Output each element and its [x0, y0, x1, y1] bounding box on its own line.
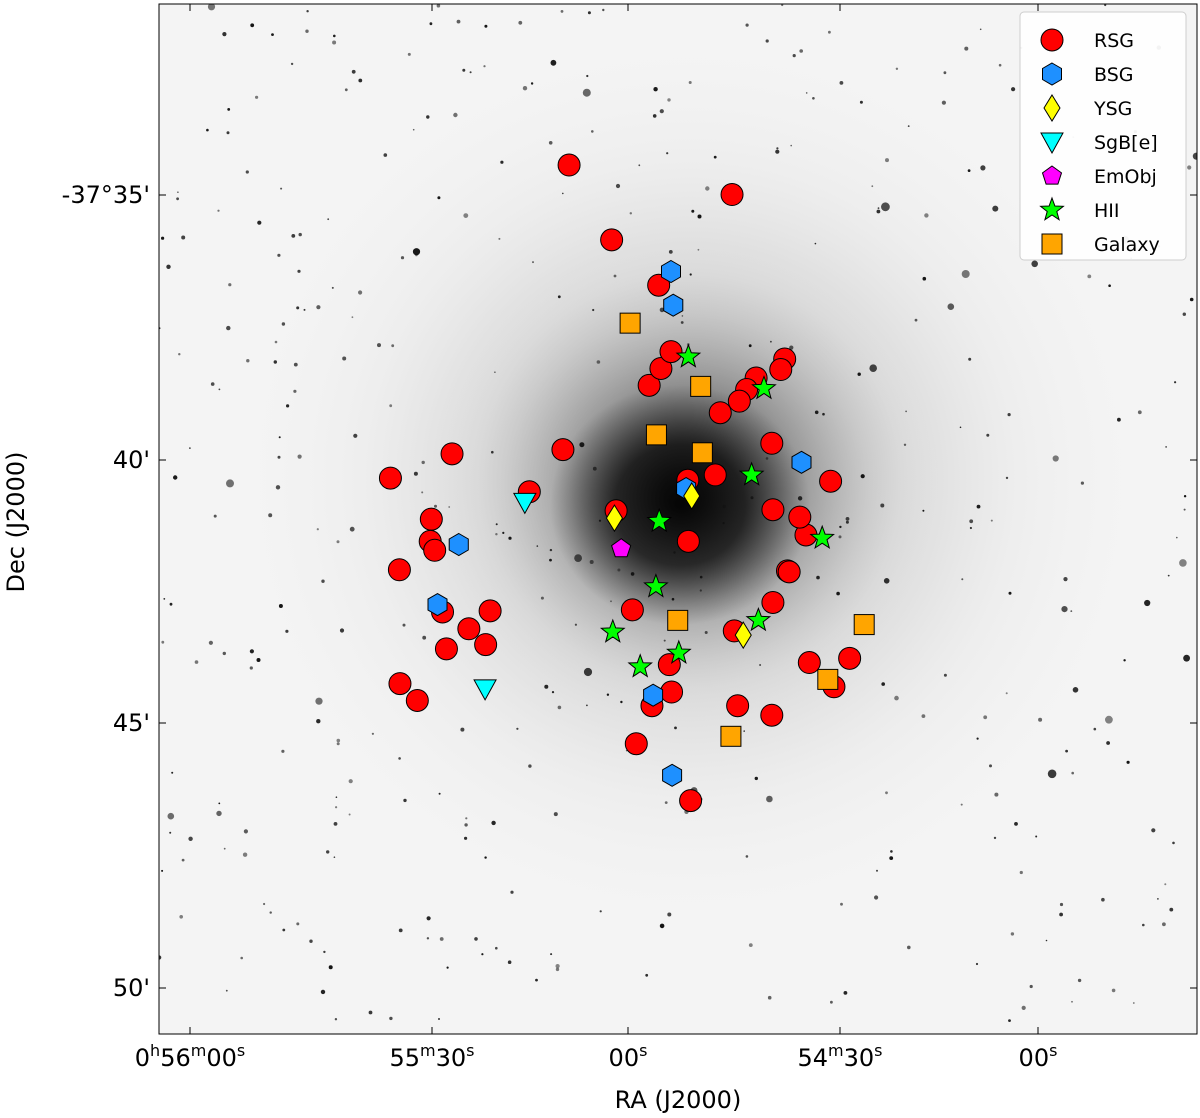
y-tick-label: 40' — [113, 446, 150, 474]
marker-rsg — [659, 340, 683, 364]
marker-galaxy — [645, 424, 667, 446]
marker-rsg — [419, 507, 443, 531]
x-tick-label: 00s — [1019, 1041, 1058, 1072]
legend-marker-emobj — [1041, 165, 1063, 185]
marker-hii — [646, 507, 673, 533]
marker-bsg — [643, 683, 664, 707]
marker-galaxy — [690, 375, 712, 397]
marker-rsg — [440, 442, 464, 466]
marker-rsg — [637, 373, 661, 397]
marker-rsg — [761, 590, 785, 614]
marker-rsg — [620, 598, 644, 622]
y-tick-label: 45' — [113, 709, 150, 737]
legend-label: EmObj — [1094, 166, 1157, 188]
y-tick-label: 50' — [113, 974, 150, 1002]
marker-galaxy — [667, 609, 689, 631]
marker-rsg — [387, 558, 411, 582]
marker-rsg — [405, 688, 429, 712]
marker-hii — [675, 343, 702, 368]
marker-galaxy — [691, 442, 713, 464]
marker-hii — [809, 524, 835, 550]
marker-rsg — [676, 529, 700, 553]
marker-rsg — [478, 599, 502, 623]
legend-label: Galaxy — [1094, 234, 1160, 256]
marker-rsg — [708, 401, 732, 425]
marker-bsg — [662, 763, 683, 787]
marker-bsg — [448, 532, 469, 557]
x-axis-label: RA (J2000) — [615, 1086, 742, 1114]
marker-ysg — [734, 621, 752, 650]
legend-label: RSG — [1094, 30, 1134, 52]
legend-label: YSG — [1093, 98, 1132, 120]
x-tick-label: 00s — [609, 1041, 648, 1072]
marker-rsg — [797, 651, 821, 675]
x-tick-label: 54m30s — [797, 1041, 882, 1072]
legend-marker-rsg — [1040, 28, 1064, 52]
marker-rsg — [788, 505, 812, 529]
legend: RSG BSG YSG SgB[e] EmObj HII Galaxy — [1019, 11, 1187, 261]
legend-marker-bsg — [1042, 62, 1062, 86]
marker-hii — [738, 461, 765, 486]
axis-ticks: 0h56m00s 55m30s 00s 54m30s 00s -37°35' 40' 45' 5… — [62, 4, 1197, 1072]
y-axis-label: Dec (J2000) — [2, 452, 30, 593]
marker-hii — [643, 573, 669, 598]
marker-rsg — [660, 680, 684, 704]
marker-rsg — [769, 358, 793, 382]
x-tick-label: 0h56m00s — [135, 1041, 245, 1072]
marker-rsg — [761, 498, 785, 522]
legend-label: HII — [1094, 200, 1120, 222]
legend-marker-sgb-e — [1040, 132, 1064, 155]
marker-rsg — [624, 732, 648, 756]
marker-rsg — [388, 672, 412, 696]
marker-galaxy — [720, 725, 742, 747]
legend-marker-ysg — [1043, 94, 1061, 122]
legend-label: BSG — [1094, 64, 1133, 86]
x-tick-label: 55m30s — [389, 1041, 474, 1072]
marker-hii — [745, 606, 772, 632]
marker-rsg — [649, 356, 673, 380]
marker-rsg — [703, 463, 727, 487]
marker-rsg — [474, 633, 498, 657]
marker-rsg — [727, 389, 751, 413]
marker-bsg — [791, 450, 812, 474]
marker-rsg — [777, 560, 801, 584]
marker-hii — [666, 639, 692, 664]
marker-bsg — [661, 259, 681, 284]
marker-hii — [751, 375, 777, 400]
marker-rsg — [434, 637, 458, 661]
marker-ysg — [683, 482, 701, 510]
marker-rsg — [720, 183, 744, 207]
marker-rsg — [679, 789, 703, 813]
marker-rsg — [760, 431, 784, 455]
marker-rsg — [760, 703, 784, 727]
marker-ysg — [605, 504, 624, 533]
marker-galaxy — [817, 668, 839, 690]
marker-rsg — [557, 153, 581, 177]
marker-hii — [627, 653, 653, 678]
marker-rsg — [600, 228, 624, 252]
legend-marker-galaxy — [1041, 233, 1063, 255]
marker-rsg — [726, 694, 750, 718]
marker-rsg — [647, 273, 671, 297]
marker-hii — [599, 618, 626, 643]
data-markers — [378, 153, 875, 813]
marker-sgb-e — [512, 492, 537, 515]
marker-bsg — [427, 593, 448, 617]
y-tick-label: -37°35' — [62, 181, 150, 209]
marker-rsg — [838, 646, 862, 670]
marker-rsg — [378, 466, 402, 490]
plot-frame — [158, 3, 1198, 1035]
marker-emobj — [611, 538, 632, 558]
marker-rsg — [819, 469, 843, 493]
marker-galaxy — [853, 614, 875, 636]
marker-rsg — [457, 617, 481, 641]
marker-galaxy — [619, 312, 641, 334]
marker-bsg — [663, 293, 684, 317]
marker-sgb-e — [473, 679, 497, 701]
legend-marker-hii — [1039, 196, 1065, 221]
marker-rsg — [423, 538, 447, 562]
marker-rsg — [551, 438, 575, 462]
legend-label: SgB[e] — [1094, 132, 1158, 154]
